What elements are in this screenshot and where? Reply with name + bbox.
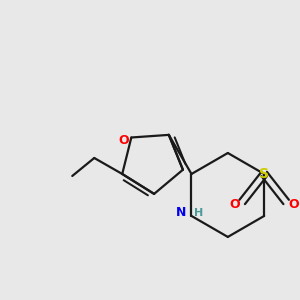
Text: S: S [259, 167, 269, 181]
Text: O: O [229, 199, 239, 212]
Text: N: N [176, 206, 187, 220]
Text: O: O [118, 134, 129, 147]
Text: O: O [289, 199, 299, 212]
Text: H: H [194, 208, 204, 218]
